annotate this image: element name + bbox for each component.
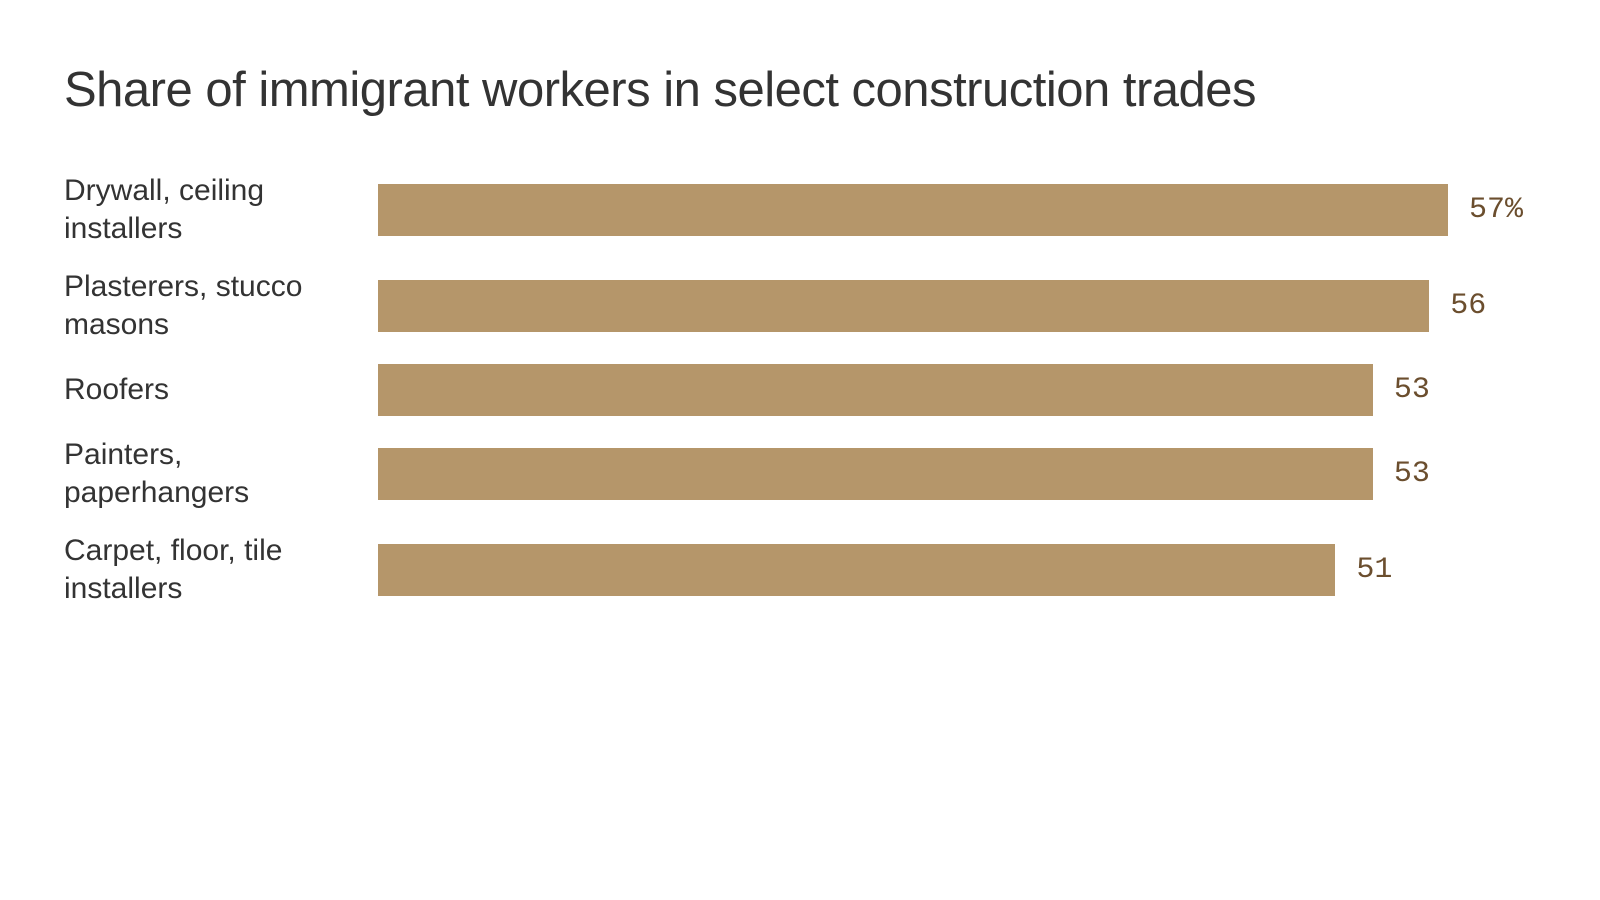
bar bbox=[378, 544, 1336, 596]
category-label: Painters, paperhangers bbox=[64, 438, 250, 509]
chart-title: Share of immigrant workers in select con… bbox=[64, 63, 1257, 117]
category-label: Drywall, ceiling installers bbox=[64, 174, 265, 245]
bar-track: 53 bbox=[378, 364, 1564, 416]
category-label: Carpet, floor, tile installers bbox=[64, 534, 283, 605]
bar-track: 56 bbox=[378, 280, 1564, 332]
bar-track: 53 bbox=[378, 448, 1564, 500]
chart: Drywall, ceiling installers 57% Plasterers… bbox=[64, 172, 1564, 628]
value-label: 57% bbox=[1469, 193, 1524, 227]
category-label: Roofers bbox=[64, 373, 170, 406]
value-label: 56 bbox=[1450, 289, 1487, 323]
bar bbox=[378, 184, 1448, 236]
category-label: Plasterers, stucco masons bbox=[64, 270, 303, 341]
bar-track: 51 bbox=[378, 544, 1564, 596]
bar-row: Painters, paperhangers 53 bbox=[64, 436, 1564, 512]
bar-row: Drywall, ceiling installers 57% bbox=[64, 172, 1564, 248]
bar bbox=[378, 364, 1373, 416]
bar bbox=[378, 448, 1373, 500]
value-label: 53 bbox=[1393, 373, 1430, 407]
bar bbox=[378, 280, 1430, 332]
value-label: 53 bbox=[1393, 457, 1430, 491]
bar-row: Plasterers, stucco masons 56 bbox=[64, 268, 1564, 344]
value-label: 51 bbox=[1356, 553, 1393, 587]
bar-row: Roofers 53 bbox=[64, 364, 1564, 416]
bar-track: 57% bbox=[378, 184, 1564, 236]
bar-row: Carpet, floor, tile installers 51 bbox=[64, 532, 1564, 608]
